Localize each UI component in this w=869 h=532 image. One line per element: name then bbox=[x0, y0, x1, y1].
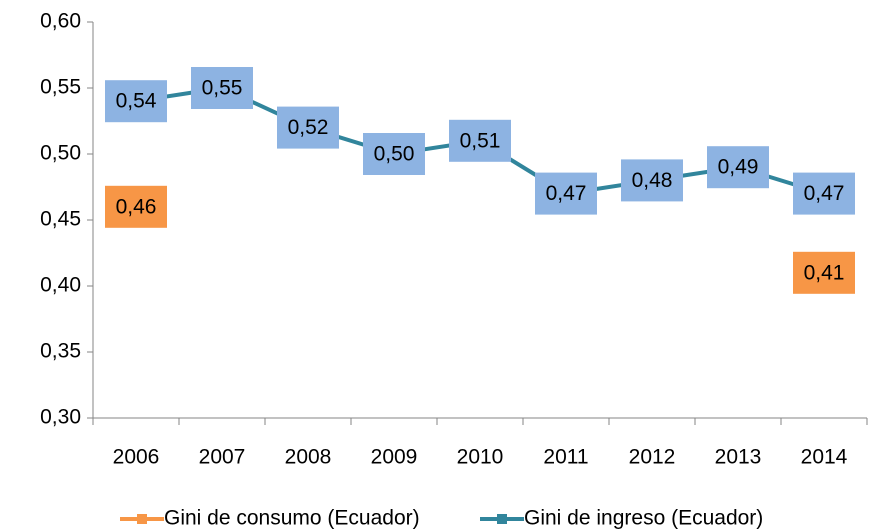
x-tick-label: 2012 bbox=[629, 446, 676, 469]
data-label: 0,50 bbox=[374, 143, 415, 166]
data-label-box bbox=[191, 67, 253, 109]
x-tick-label: 2008 bbox=[285, 446, 332, 469]
y-tick-label: 0,50 bbox=[40, 142, 81, 165]
data-label-box bbox=[105, 185, 167, 228]
y-tick-label: 0,35 bbox=[40, 340, 81, 363]
data-label: 0,41 bbox=[804, 261, 845, 284]
y-tick-label: 0,55 bbox=[40, 76, 81, 99]
data-label-box bbox=[535, 172, 597, 215]
y-tick-label: 0,45 bbox=[40, 208, 81, 231]
data-label-box bbox=[363, 133, 425, 175]
x-tick-label: 2009 bbox=[371, 446, 418, 469]
data-label-box bbox=[793, 251, 855, 294]
x-tick-label: 2010 bbox=[457, 446, 504, 469]
y-tick-label: 0,40 bbox=[40, 274, 81, 297]
data-label: 0,49 bbox=[718, 156, 759, 179]
y-tick-label: 0,60 bbox=[40, 10, 81, 33]
data-label-box bbox=[621, 159, 683, 202]
data-label: 0,55 bbox=[202, 77, 243, 100]
legend-marker bbox=[497, 514, 507, 524]
data-label-box bbox=[277, 106, 339, 149]
data-label: 0,47 bbox=[804, 182, 845, 205]
legend-marker bbox=[137, 514, 147, 524]
x-tick-label: 2007 bbox=[199, 446, 246, 469]
data-label: 0,52 bbox=[288, 116, 329, 139]
y-tick-label: 0,30 bbox=[40, 406, 81, 429]
x-tick-label: 2013 bbox=[715, 446, 762, 469]
data-label: 0,51 bbox=[460, 129, 501, 152]
data-label: 0,46 bbox=[116, 195, 157, 218]
data-label-box bbox=[105, 80, 167, 123]
data-label: 0,48 bbox=[632, 169, 673, 192]
x-tick-label: 2006 bbox=[113, 446, 160, 469]
legend-label: Gini de consumo (Ecuador) bbox=[164, 507, 420, 530]
data-label-box bbox=[707, 146, 769, 189]
data-label: 0,47 bbox=[546, 182, 587, 205]
data-label: 0,54 bbox=[116, 90, 157, 113]
data-label-box bbox=[449, 119, 511, 162]
x-tick-label: 2014 bbox=[801, 446, 848, 469]
data-label-box bbox=[793, 172, 855, 215]
x-tick-label: 2011 bbox=[543, 446, 588, 469]
legend-label: Gini de ingreso (Ecuador) bbox=[524, 507, 763, 530]
